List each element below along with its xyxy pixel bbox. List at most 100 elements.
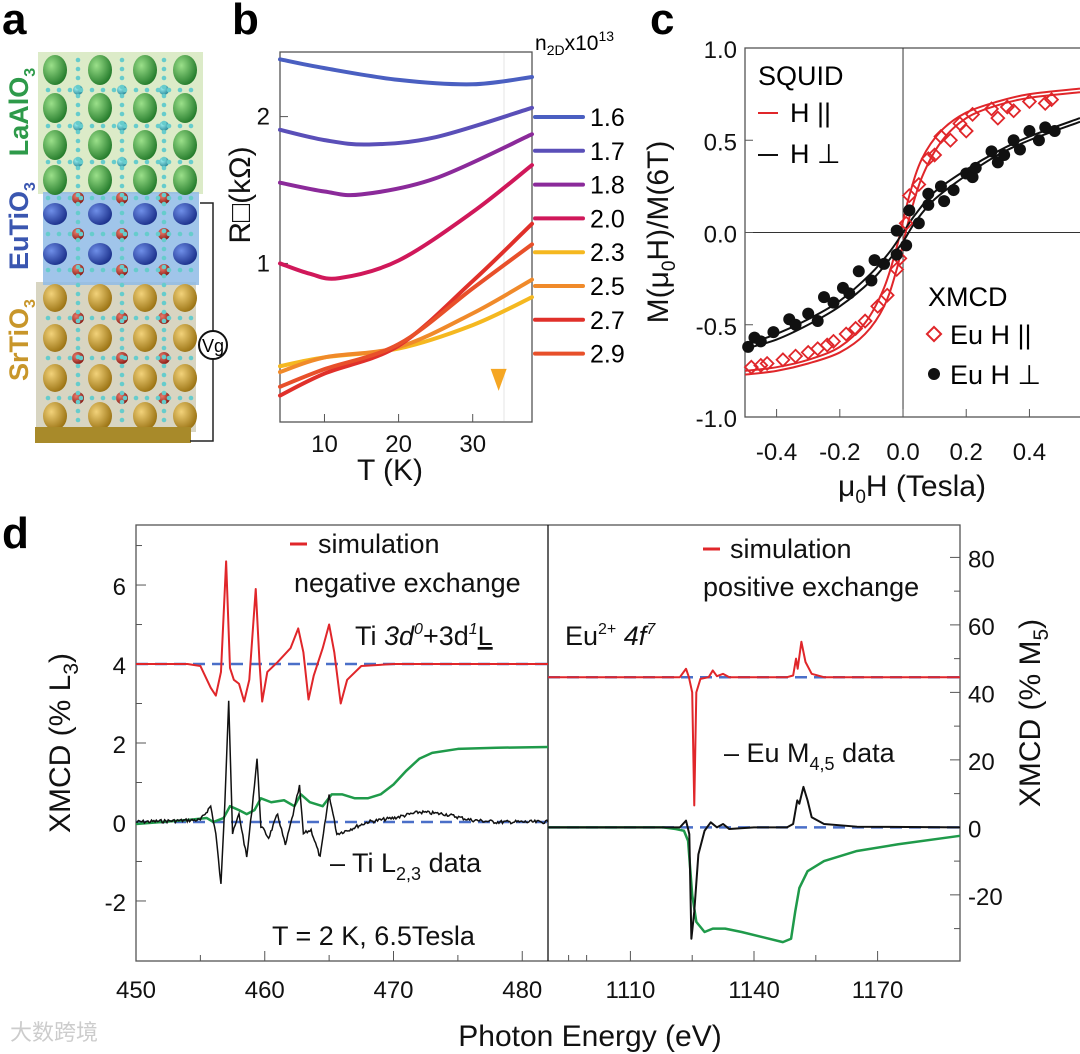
x-tick-label-c: -0.2 — [819, 439, 860, 466]
o-atom — [89, 315, 95, 321]
o-atom — [161, 75, 167, 81]
o-atom — [119, 210, 125, 216]
o-atom — [161, 219, 167, 225]
data-point-eu-h-parallel — [838, 326, 854, 342]
o-atom — [67, 315, 73, 321]
o-atom — [75, 255, 81, 261]
o-atom — [161, 372, 167, 378]
data-point-eu-h-parallel — [753, 357, 769, 373]
x-tick-label-c: 0.2 — [950, 439, 983, 466]
o-atom — [119, 399, 125, 405]
o-atom — [75, 336, 81, 342]
o-atom — [111, 87, 117, 93]
o-atom — [122, 267, 128, 273]
o-atom — [119, 111, 125, 117]
la-atom — [43, 165, 67, 195]
data-point-eu-h-parallel — [920, 151, 936, 167]
curve-simulation-negative-exchange — [136, 560, 548, 705]
ti-atom — [116, 264, 128, 276]
data-point-eu-h-perp — [985, 145, 998, 158]
o-atom — [144, 87, 150, 93]
y-tick-label-c: 1.0 — [704, 37, 737, 64]
o-atom — [75, 165, 81, 171]
o-atom — [75, 192, 81, 198]
y-axis-label-left-d: XMCD (% L3) — [44, 653, 83, 833]
o-atom — [119, 300, 125, 306]
o-atom — [144, 267, 150, 273]
o-atom — [56, 267, 62, 273]
o-atom — [122, 355, 128, 361]
o-atom — [75, 399, 81, 405]
o-atom — [161, 156, 167, 162]
o-atom — [89, 123, 95, 129]
o-atom — [161, 57, 167, 63]
data-point-eu-h-perp — [1032, 134, 1045, 147]
data-point-eu-h-parallel — [1005, 103, 1022, 119]
o-atom — [166, 159, 172, 165]
eu-atom — [88, 203, 112, 225]
o-atom — [188, 267, 194, 273]
data-point-eu-h-perp — [890, 248, 903, 261]
data-point-eu-h-perp — [922, 187, 935, 200]
curve-eu-m4-5-xas — [548, 826, 961, 944]
o-atom — [119, 246, 125, 252]
o-atom — [144, 231, 150, 237]
o-atom — [161, 327, 167, 333]
sr-atom — [88, 284, 112, 312]
o-atom — [161, 408, 167, 414]
o-atom — [119, 336, 125, 342]
o-atom — [75, 318, 81, 324]
data-point-eu-h-parallel — [1021, 93, 1038, 110]
sr-atom — [43, 284, 67, 312]
o-atom — [75, 66, 81, 72]
o-atom — [75, 417, 81, 423]
o-atom — [75, 210, 81, 216]
ti-atom — [116, 228, 128, 240]
o-atom — [89, 395, 95, 401]
o-atom — [155, 87, 161, 93]
data-point-eu-h-parallel — [1037, 95, 1053, 111]
o-atom — [75, 345, 81, 351]
y-axis-label-c: M(μ0H)/M(6T) — [642, 141, 680, 324]
data-point-eu-h-perp — [868, 254, 881, 267]
o-atom — [56, 87, 62, 93]
o-atom — [166, 315, 172, 321]
data-point-eu-h-perp — [742, 340, 755, 353]
y-tick-label-d-right: 0 — [968, 816, 981, 843]
sr-atom — [43, 324, 67, 352]
o-atom — [89, 87, 95, 93]
data-point-eu-h-parallel — [879, 287, 895, 303]
o-atom — [119, 291, 125, 297]
data-point-eu-h-parallel — [825, 333, 842, 349]
o-atom — [133, 123, 139, 129]
o-atom — [67, 195, 73, 201]
xmcd-spectra-chart: 450 460 470 480 1110 1140 1170-20246-200204060… — [44, 524, 1053, 1053]
o-atom — [67, 87, 73, 93]
al-atom — [73, 121, 83, 131]
curve-n2d-2.5 — [278, 277, 534, 375]
o-atom — [177, 123, 183, 129]
data-point-eu-h-perp — [789, 318, 802, 331]
x-axis-label-c: μ0H (Tesla) — [838, 470, 986, 508]
o-atom — [45, 195, 51, 201]
o-atom — [161, 120, 167, 126]
o-atom — [56, 195, 62, 201]
o-atom — [89, 355, 95, 361]
data-point-eu-h-perp — [1007, 134, 1020, 147]
o-atom — [45, 159, 51, 165]
curve-simulation-positive-exchange — [548, 640, 960, 807]
o-atom — [45, 315, 51, 321]
ti-atom — [72, 392, 84, 404]
la-atom — [133, 165, 157, 195]
legend-title-b: n2Dx1013 — [535, 28, 614, 58]
layer-label-eutio3: EuTiO3 — [4, 182, 39, 270]
data-point-eu-h-parallel — [1043, 92, 1060, 108]
o-atom — [166, 395, 172, 401]
data-point-eu-h-perp — [998, 149, 1011, 162]
o-atom — [119, 237, 125, 243]
ti-atom — [158, 228, 170, 240]
o-atom — [155, 159, 161, 165]
x-tick-label-d-right: 1140 — [728, 977, 780, 1004]
data-point-eu-h-parallel — [901, 187, 917, 204]
